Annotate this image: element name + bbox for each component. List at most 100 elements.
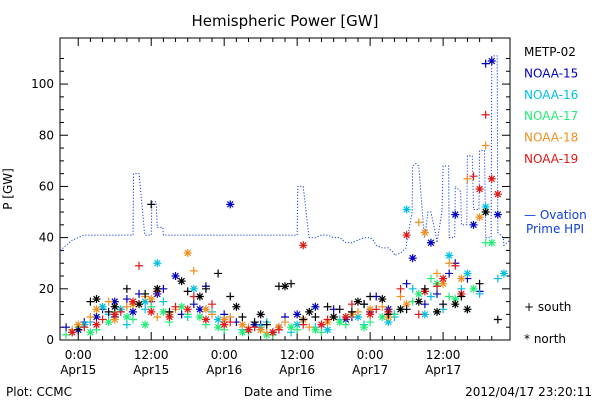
north-point-noaa-15 xyxy=(493,210,502,219)
north-point-noaa-18 xyxy=(457,274,466,283)
south-point-noaa-17 xyxy=(128,315,137,324)
north-point-noaa-17 xyxy=(414,289,423,298)
south-point-noaa-15 xyxy=(402,279,411,288)
x-tick-time: 12:00 xyxy=(426,348,461,362)
north-point-noaa-15 xyxy=(128,307,137,316)
north-point-noaa-19 xyxy=(402,231,411,240)
north-point-noaa-15 xyxy=(293,310,302,319)
south-point-noaa-18 xyxy=(433,269,442,278)
north-point-noaa-15 xyxy=(226,200,235,209)
south-point-noaa-16 xyxy=(408,284,417,293)
north-point-noaa-19 xyxy=(317,320,326,329)
north-point-metp-02 xyxy=(433,307,442,316)
south-point-noaa-15 xyxy=(481,59,490,68)
south-point-noaa-17 xyxy=(317,328,326,337)
north-point-noaa-18 xyxy=(92,305,101,314)
north-point-noaa-17 xyxy=(311,325,320,334)
north-point-metp-02 xyxy=(414,297,423,306)
south-point-metp-02 xyxy=(104,307,113,316)
x-tick-date: Apr15 xyxy=(60,363,96,377)
south-point-metp-02 xyxy=(335,305,344,314)
plot-timestamp: 2012/04/17 23:20:11 xyxy=(465,385,592,399)
south-point-noaa-19 xyxy=(372,305,381,314)
x-tick-time: 12:00 xyxy=(134,348,169,362)
north-point-noaa-17 xyxy=(451,295,460,304)
y-tick-label: 0 xyxy=(46,333,54,347)
legend-entry-noaa-15: NOAA-15 xyxy=(524,66,578,80)
north-point-metp-02 xyxy=(92,295,101,304)
south-point-noaa-19 xyxy=(481,110,490,119)
north-point-noaa-17 xyxy=(159,307,168,316)
south-point-metp-02 xyxy=(384,310,393,319)
south-point-noaa-19 xyxy=(98,315,107,324)
north-point-noaa-17 xyxy=(378,312,387,321)
south-point-metp-02 xyxy=(122,284,131,293)
legend-entry-noaa-18: NOAA-18 xyxy=(524,131,578,145)
north-point-metp-02 xyxy=(281,282,289,291)
south-point-noaa-18 xyxy=(414,218,423,227)
south-point-noaa-19 xyxy=(171,302,180,311)
south-point-metp-02 xyxy=(439,300,448,309)
ovation-legend-line1: — Ovation xyxy=(524,208,587,222)
north-point-noaa-15 xyxy=(426,238,435,247)
south-point-metp-02 xyxy=(141,289,150,298)
north-point-noaa-19 xyxy=(493,190,502,199)
south-point-metp-02 xyxy=(183,287,192,296)
north-point-metp-02 xyxy=(353,297,362,306)
south-marker-legend: + south xyxy=(524,300,571,314)
x-tick-date: Apr15 xyxy=(133,363,169,377)
north-point-noaa-17 xyxy=(141,320,150,329)
north-point-noaa-19 xyxy=(165,312,174,321)
north-point-noaa-17 xyxy=(335,318,344,327)
north-point-noaa-15 xyxy=(195,305,204,314)
south-point-metp-02 xyxy=(226,292,235,301)
north-point-noaa-18 xyxy=(74,320,83,329)
south-point-metp-02 xyxy=(147,200,156,209)
south-point-metp-02 xyxy=(299,315,308,324)
south-point-noaa-19 xyxy=(208,300,217,309)
north-point-noaa-18 xyxy=(220,315,229,324)
south-point-metp-02 xyxy=(214,269,223,278)
south-point-noaa-18 xyxy=(208,310,217,319)
south-point-metp-02 xyxy=(262,320,271,329)
x-tick-date: Apr16 xyxy=(279,363,315,377)
x-tick-date: Apr17 xyxy=(425,363,461,377)
x-tick-time: 0:00 xyxy=(357,348,384,362)
south-point-noaa-19 xyxy=(433,282,442,291)
north-point-noaa-16 xyxy=(402,205,411,214)
north-point-noaa-17 xyxy=(469,284,478,293)
north-point-metp-02 xyxy=(378,295,387,304)
north-point-noaa-19 xyxy=(220,320,229,329)
x-axis: 0:00Apr1512:00Apr150:00Apr1612:00Apr160:… xyxy=(60,38,493,377)
x-tick-time: 0:00 xyxy=(211,348,238,362)
north-point-noaa-19 xyxy=(128,297,137,306)
x-tick-date: Apr17 xyxy=(352,363,388,377)
plot-frame xyxy=(59,37,511,341)
north-point-noaa-16 xyxy=(481,202,490,211)
north-point-noaa-18 xyxy=(238,320,247,329)
north-point-noaa-16 xyxy=(445,251,454,260)
north-point-metp-02 xyxy=(305,307,314,316)
south-point-metp-02 xyxy=(366,292,375,301)
south-point-noaa-19 xyxy=(396,284,405,293)
north-point-noaa-18 xyxy=(420,228,429,237)
north-point-noaa-19 xyxy=(244,325,253,334)
north-point-metp-02 xyxy=(232,302,241,311)
north-point-noaa-18 xyxy=(366,305,375,314)
north-point-noaa-15 xyxy=(92,312,101,321)
north-point-noaa-19 xyxy=(92,320,101,329)
north-point-noaa-19 xyxy=(366,310,375,319)
north-point-noaa-19 xyxy=(110,310,119,319)
north-point-noaa-16 xyxy=(420,310,429,319)
north-point-noaa-19 xyxy=(201,315,210,324)
north-point-noaa-16 xyxy=(189,284,198,293)
y-tick-label: 60 xyxy=(39,179,54,193)
north-point-noaa-18 xyxy=(147,295,156,304)
north-point-noaa-17 xyxy=(238,328,247,337)
south-point-noaa-19 xyxy=(451,261,460,270)
north-point-noaa-17 xyxy=(287,323,296,332)
legend-entry-noaa-17: NOAA-17 xyxy=(524,109,578,123)
south-point-metp-02 xyxy=(311,312,320,321)
legend: METP-02 NOAA-15 NOAA-16 NOAA-17 NOAA-18 NOAA-… xyxy=(524,45,578,166)
